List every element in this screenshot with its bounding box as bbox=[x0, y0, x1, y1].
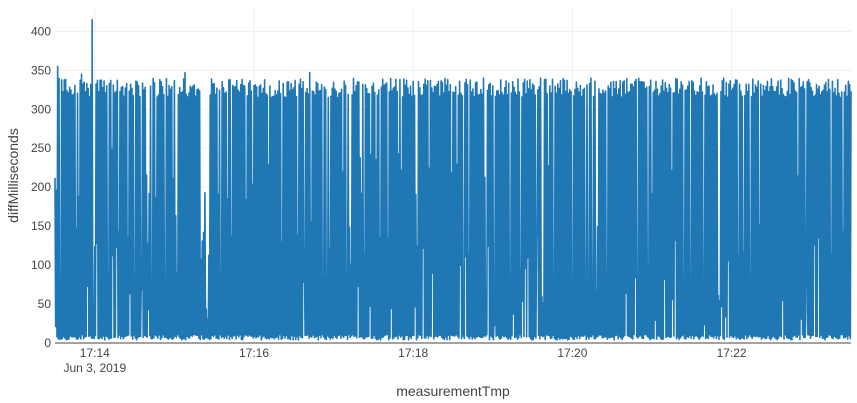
series-line bbox=[54, 18, 852, 341]
x-tick-label: 17:22 bbox=[717, 346, 747, 360]
x-tick-label: 17:20 bbox=[557, 346, 587, 360]
x-tick-label: 17:14 bbox=[80, 346, 110, 360]
x-axis-date-label: Jun 3, 2019 bbox=[63, 361, 126, 375]
y-tick-label: 400 bbox=[31, 24, 51, 38]
plot-area bbox=[54, 18, 852, 341]
x-axis-title: measurementTmp bbox=[396, 383, 510, 399]
y-tick-label: 250 bbox=[31, 141, 51, 155]
x-tick-label: 17:18 bbox=[398, 346, 428, 360]
y-tick-label: 0 bbox=[44, 336, 51, 350]
x-tick-label: 17:16 bbox=[239, 346, 269, 360]
y-tick-label: 50 bbox=[38, 297, 52, 311]
y-tick-label: 150 bbox=[31, 219, 51, 233]
y-tick-label: 100 bbox=[31, 258, 51, 272]
y-tick-label: 300 bbox=[31, 102, 51, 116]
axes: 0 50 100 150 200 250 300 350 400 17:14 17:16 17:18 1… bbox=[31, 24, 851, 360]
y-axis-title: diffMilliseconds bbox=[5, 128, 21, 223]
y-tick-label: 200 bbox=[31, 180, 51, 194]
y-tick-label: 350 bbox=[31, 63, 51, 77]
